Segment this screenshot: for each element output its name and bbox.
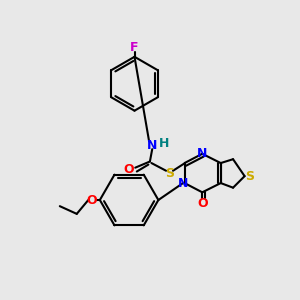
Text: F: F xyxy=(130,41,139,54)
Text: N: N xyxy=(147,139,158,152)
Text: O: O xyxy=(124,163,134,176)
Text: N: N xyxy=(178,177,188,190)
Text: O: O xyxy=(87,194,98,206)
Text: H: H xyxy=(159,136,170,149)
Text: O: O xyxy=(197,196,208,210)
Text: N: N xyxy=(197,146,207,160)
Text: S: S xyxy=(245,169,254,183)
Text: S: S xyxy=(165,167,174,180)
